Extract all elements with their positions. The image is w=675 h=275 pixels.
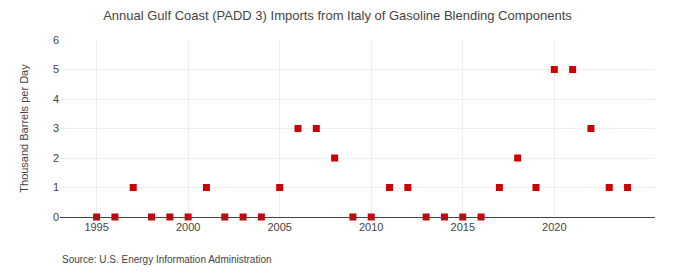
svg-text:3: 3 bbox=[53, 122, 59, 134]
svg-text:Thousand Barrels per Day: Thousand Barrels per Day bbox=[18, 64, 30, 193]
svg-text:2010: 2010 bbox=[359, 221, 383, 233]
svg-text:Annual Gulf Coast (PADD 3) Imp: Annual Gulf Coast (PADD 3) Imports from … bbox=[103, 8, 572, 23]
svg-text:2: 2 bbox=[53, 152, 59, 164]
svg-text:1: 1 bbox=[53, 181, 59, 193]
svg-text:1995: 1995 bbox=[84, 221, 108, 233]
svg-text:2020: 2020 bbox=[542, 221, 566, 233]
svg-text:5: 5 bbox=[53, 63, 59, 75]
svg-text:4: 4 bbox=[53, 93, 59, 105]
svg-text:2005: 2005 bbox=[267, 221, 291, 233]
svg-text:2000: 2000 bbox=[176, 221, 200, 233]
svg-text:0: 0 bbox=[53, 211, 59, 223]
svg-text:Source: U.S. Energy Informatio: Source: U.S. Energy Information Administ… bbox=[62, 254, 272, 265]
svg-text:6: 6 bbox=[53, 34, 59, 46]
svg-text:2015: 2015 bbox=[451, 221, 475, 233]
